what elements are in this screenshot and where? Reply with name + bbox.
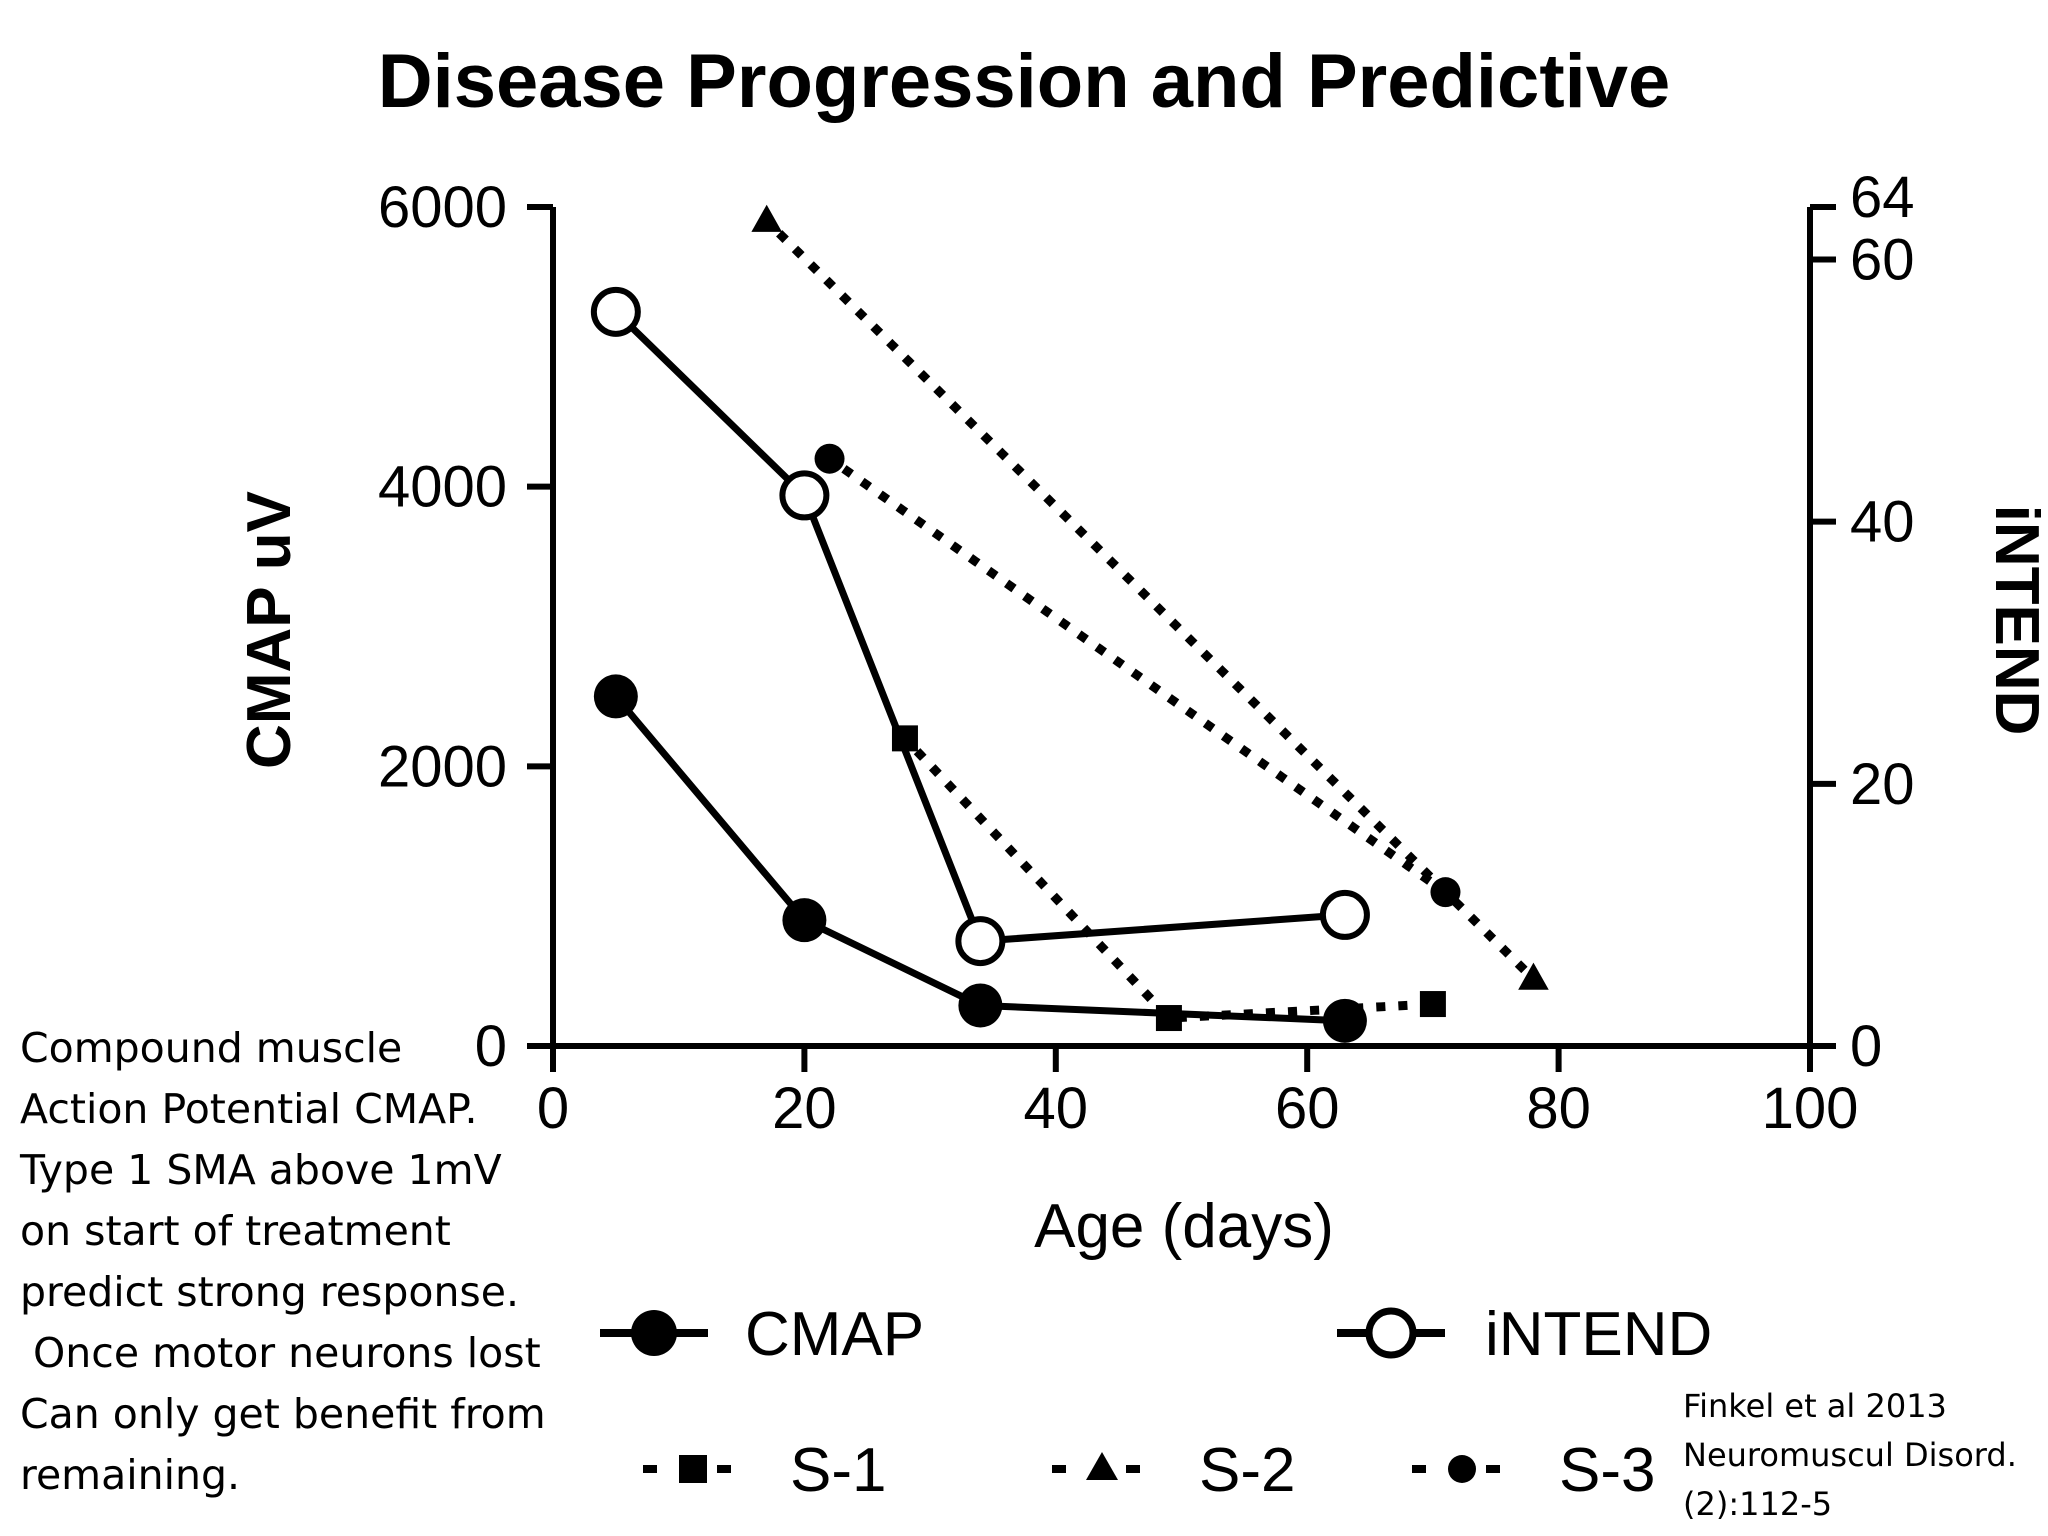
y-tick-label: 2000 <box>378 734 507 799</box>
slide-title: Disease Progression and Predictive <box>377 39 1671 124</box>
x-axis-label: Age (days) <box>1034 1192 1334 1261</box>
data-point-s-2 <box>1518 962 1549 990</box>
legend-label-s-2: S-2 <box>1199 1436 1295 1505</box>
data-point-s-3 <box>814 443 845 474</box>
x-tick-label: 20 <box>772 1076 837 1141</box>
note-line: Can only get benefit from <box>20 1390 546 1438</box>
legend-marker-cmap <box>631 1310 677 1356</box>
x-tick-label: 100 <box>1762 1076 1859 1141</box>
y2-tick-label: 64 <box>1850 165 1915 230</box>
note-line: on start of treatment <box>20 1207 451 1255</box>
side-note: Compound muscle Action Potential CMAP. Typ… <box>20 1018 580 1506</box>
y2-tick-label: 20 <box>1850 752 1915 817</box>
note-line: Once motor neurons lost <box>20 1329 541 1377</box>
data-point-s-2 <box>751 204 782 232</box>
data-point-cmap <box>958 983 1003 1028</box>
y2-tick-label: 0 <box>1850 1014 1882 1079</box>
note-line: remaining. <box>20 1451 241 1499</box>
legend-marker-s-2 <box>1086 1452 1118 1480</box>
data-point-s-1 <box>1419 991 1446 1018</box>
data-point-cmap <box>782 898 827 943</box>
legend-label-intend: iNTEND <box>1485 1300 1712 1369</box>
x-tick-label: 40 <box>1024 1076 1089 1141</box>
data-point-intend <box>1319 889 1370 940</box>
legend-label-cmap: CMAP <box>745 1300 924 1369</box>
note-line: Type 1 SMA above 1mV <box>20 1146 502 1194</box>
data-point-intend <box>779 470 830 521</box>
legend-label-s-3: S-3 <box>1559 1436 1655 1505</box>
data-point-cmap <box>1322 998 1367 1043</box>
y-tick-label: 6000 <box>378 175 507 240</box>
x-tick-label: 0 <box>537 1076 569 1141</box>
data-point-s-1 <box>1155 1005 1182 1032</box>
note-line: predict strong response. <box>20 1268 520 1316</box>
data-point-intend <box>955 916 1006 967</box>
y2-tick-label: 40 <box>1850 490 1915 555</box>
legend-marker-s-3 <box>1448 1455 1476 1483</box>
citation-line: Neuromuscul Disord. <box>1683 1436 2017 1474</box>
y-tick-label: 0 <box>475 1014 507 1079</box>
data-point-s-3 <box>1430 877 1461 908</box>
citation-line: Finkel et al 2013 <box>1683 1387 1947 1425</box>
data-point-s-1 <box>891 725 918 752</box>
series-line-intend <box>613 309 1346 945</box>
chart-series <box>590 204 1549 1043</box>
y2-tick-label: 60 <box>1850 227 1915 292</box>
series-line-s-1 <box>898 732 1438 1023</box>
x-tick-label: 80 <box>1526 1076 1591 1141</box>
citation-line: (2):112-5 <box>1683 1485 1833 1523</box>
note-line: Compound muscle <box>20 1024 403 1072</box>
chart-axes <box>527 204 1836 1072</box>
data-point-intend <box>590 286 641 337</box>
y-axis-label: CMAP uV <box>235 491 304 769</box>
chart-legend: CMAP iNTEND S-1 S-2 S-3 <box>600 1300 1712 1505</box>
note-line: Action Potential CMAP. <box>20 1085 478 1133</box>
data-point-cmap <box>593 674 638 719</box>
legend-label-s-1: S-1 <box>790 1436 886 1505</box>
series-line-s-3 <box>823 452 1452 899</box>
y-tick-label: 4000 <box>378 455 507 520</box>
y2-axis-label: iNTEND <box>1982 505 2048 736</box>
citation: Finkel et al 2013 Neuromuscul Disord. (2):… <box>1683 1382 2043 1529</box>
x-tick-label: 60 <box>1275 1076 1340 1141</box>
series-line-cmap <box>613 694 1346 1025</box>
legend-marker-s-1 <box>679 1455 707 1483</box>
legend-marker-intend <box>1365 1307 1417 1359</box>
series-line-s-2 <box>760 214 1540 986</box>
